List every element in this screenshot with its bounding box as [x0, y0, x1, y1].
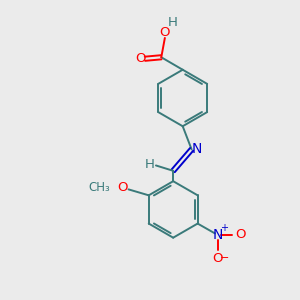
Text: N: N: [192, 142, 202, 156]
Text: −: −: [220, 253, 229, 263]
Text: O: O: [117, 182, 128, 194]
Text: +: +: [220, 223, 228, 233]
Text: O: O: [160, 26, 170, 38]
Text: CH₃: CH₃: [88, 182, 110, 194]
Text: H: H: [168, 16, 178, 29]
Text: H: H: [145, 158, 155, 171]
Text: O: O: [135, 52, 146, 65]
Text: N: N: [213, 228, 223, 242]
Text: O: O: [213, 252, 223, 265]
Text: O: O: [235, 228, 245, 242]
